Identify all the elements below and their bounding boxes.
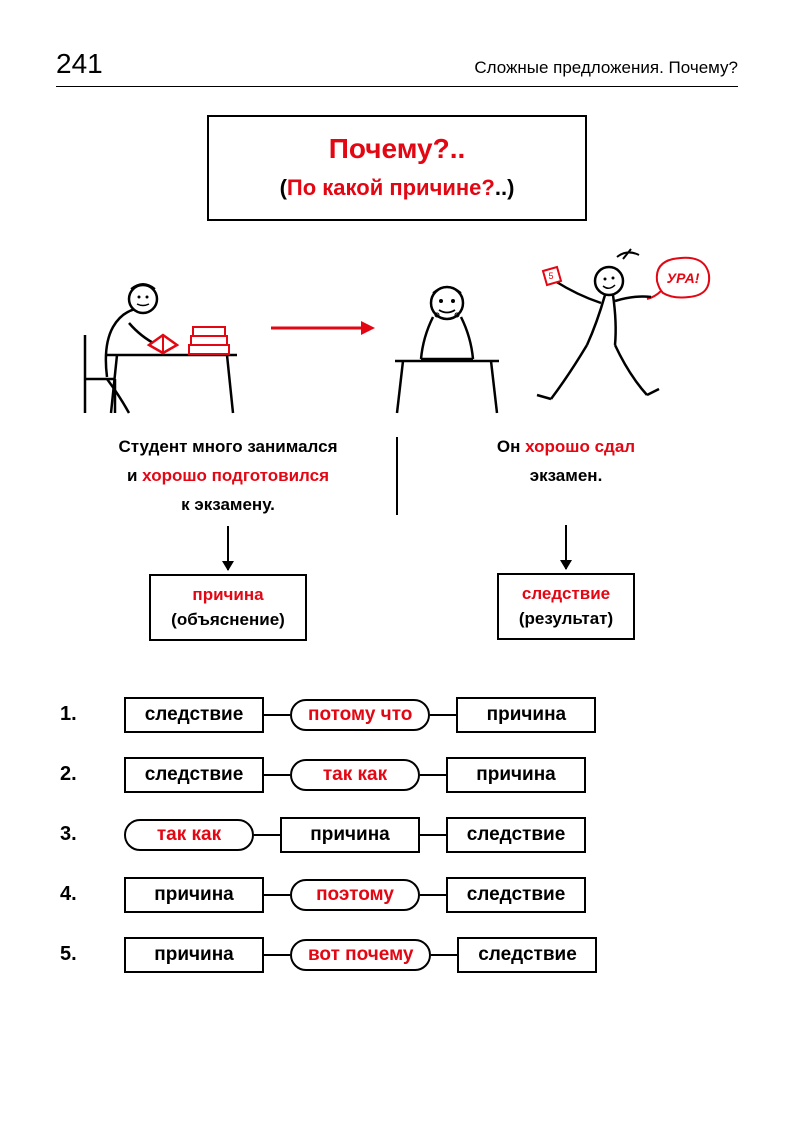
section-title: Сложные предложения. Почему? <box>474 58 738 78</box>
sent-left-l2: и хорошо подготовился <box>78 462 378 491</box>
pattern-number: 5. <box>60 943 96 966</box>
conjunction-pill: вот почему <box>290 939 431 971</box>
connector-line <box>431 954 457 956</box>
pattern-row: 3. так как причина следствие <box>60 817 738 853</box>
connector-line <box>420 894 446 896</box>
connector-line <box>430 714 456 716</box>
pattern-number: 4. <box>60 883 96 906</box>
page-header: 241 Сложные предложения. Почему? <box>56 48 738 87</box>
connector-line <box>420 834 446 836</box>
clause-box: причина <box>456 697 596 733</box>
sent-left-l3: к экзамену. <box>78 491 378 520</box>
illustration-row: УРА! 5 <box>56 245 738 415</box>
pattern-row: 2. следствие так как причина <box>60 757 738 793</box>
title-subtitle: (По какой причине?..) <box>221 175 573 201</box>
connector-line <box>264 714 290 716</box>
clause-box: следствие <box>124 697 264 733</box>
clause-box: причина <box>280 817 420 853</box>
svg-text:5: 5 <box>548 271 553 281</box>
pattern-list: 1. следствие потому что причина 2. следствие т… <box>56 697 738 973</box>
conjunction-pill: так как <box>124 819 254 851</box>
sentence-left: Студент много занимался и хорошо подгото… <box>78 433 378 641</box>
connector-line <box>264 894 290 896</box>
clause-box: причина <box>446 757 586 793</box>
sent-right-l1: Он хорошо сдал <box>416 433 716 462</box>
down-arrow-icon <box>565 525 567 569</box>
down-arrow-icon <box>227 526 229 570</box>
title-sub-red: По какой причине? <box>287 175 495 200</box>
label-cause: причина (объяснение) <box>149 574 307 641</box>
illustration-studying <box>77 245 267 415</box>
conjunction-pill: поэтому <box>290 879 420 911</box>
clause-box: следствие <box>457 937 597 973</box>
sent-left-l1: Студент много занимался <box>78 433 378 462</box>
title-sub-open: ( <box>280 175 287 200</box>
connector-line <box>420 774 446 776</box>
connector-line <box>264 774 290 776</box>
pattern-number: 1. <box>60 703 96 726</box>
sentence-right: Он хорошо сдал экзамен. следствие (резул… <box>416 433 716 641</box>
title-main: Почему?.. <box>221 133 573 165</box>
pattern-row: 4. причина поэтому следствие <box>60 877 738 913</box>
title-sub-close: ..) <box>495 175 515 200</box>
illustration-exam <box>377 245 517 415</box>
illustration-arrow <box>267 313 377 348</box>
illustration-celebrating: УРА! 5 <box>517 245 717 415</box>
clause-box: причина <box>124 937 264 973</box>
vertical-divider <box>396 437 398 515</box>
clause-box: причина <box>124 877 264 913</box>
label-effect: следствие (результат) <box>497 573 635 640</box>
title-box: Почему?.. (По какой причине?..) <box>207 115 587 221</box>
sent-right-l2: экзамен. <box>416 462 716 491</box>
connector-line <box>264 954 290 956</box>
bubble-text: УРА! <box>667 270 700 286</box>
clause-box: следствие <box>124 757 264 793</box>
conjunction-pill: так как <box>290 759 420 791</box>
connector-line <box>254 834 280 836</box>
clause-box: следствие <box>446 877 586 913</box>
page-number: 241 <box>56 48 103 80</box>
pattern-row: 5. причина вот почему следствие <box>60 937 738 973</box>
pattern-number: 2. <box>60 763 96 786</box>
clause-box: следствие <box>446 817 586 853</box>
pattern-number: 3. <box>60 823 96 846</box>
conjunction-pill: потому что <box>290 699 430 731</box>
pattern-row: 1. следствие потому что причина <box>60 697 738 733</box>
sentence-row: Студент много занимался и хорошо подгото… <box>56 433 738 641</box>
